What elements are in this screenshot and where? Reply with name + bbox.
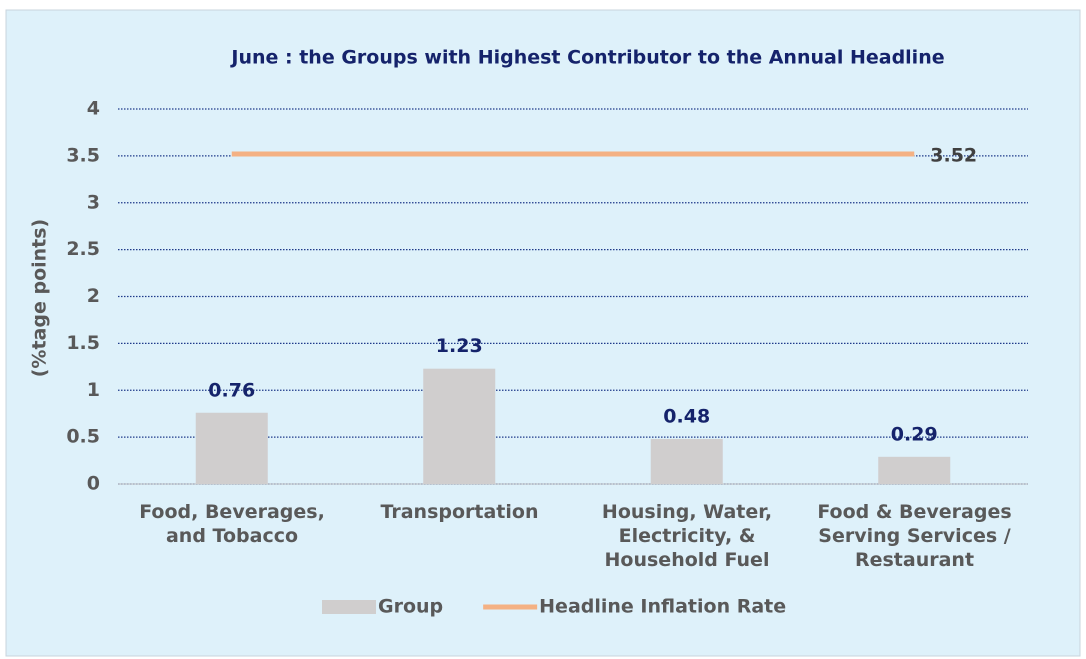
legend-label: Headline Inflation Rate: [539, 596, 786, 618]
bar: [423, 368, 496, 484]
y-tick-label: 3.5: [66, 144, 100, 166]
chart-title: June : the Groups with Highest Contribut…: [229, 47, 944, 69]
y-tick-label: 1.5: [66, 332, 100, 354]
x-tick-label: Housing, Water, Electricity, & Household…: [601, 501, 773, 571]
y-tick-label: 2.5: [66, 238, 100, 260]
x-tick-label: Transportation: [380, 501, 539, 523]
bar: [878, 456, 951, 484]
y-tick-label: 0.5: [66, 426, 100, 448]
y-tick-label: 4: [87, 98, 100, 120]
y-tick-label: 3: [87, 191, 100, 213]
y-tick-label: 2: [87, 285, 100, 307]
data-label: 0.48: [663, 406, 710, 428]
bar: [195, 412, 268, 484]
chart-background: [5, 9, 1081, 657]
x-tick-label: Food, Beverages, and Tobacco: [139, 501, 325, 547]
data-label: 0.29: [891, 423, 938, 445]
bar: [650, 439, 723, 484]
y-tick-label: 1: [87, 379, 100, 401]
data-label: 3.52: [930, 145, 977, 167]
y-axis-label: (%tage points): [29, 219, 51, 378]
data-label: 0.76: [208, 379, 255, 401]
legend-swatch: [322, 600, 376, 614]
y-tick-label: 0: [87, 473, 100, 495]
legend-label: Group: [378, 596, 443, 618]
x-tick-label: Food & Beverages Serving Services / Rest…: [817, 501, 1012, 571]
data-label: 1.23: [436, 335, 483, 357]
